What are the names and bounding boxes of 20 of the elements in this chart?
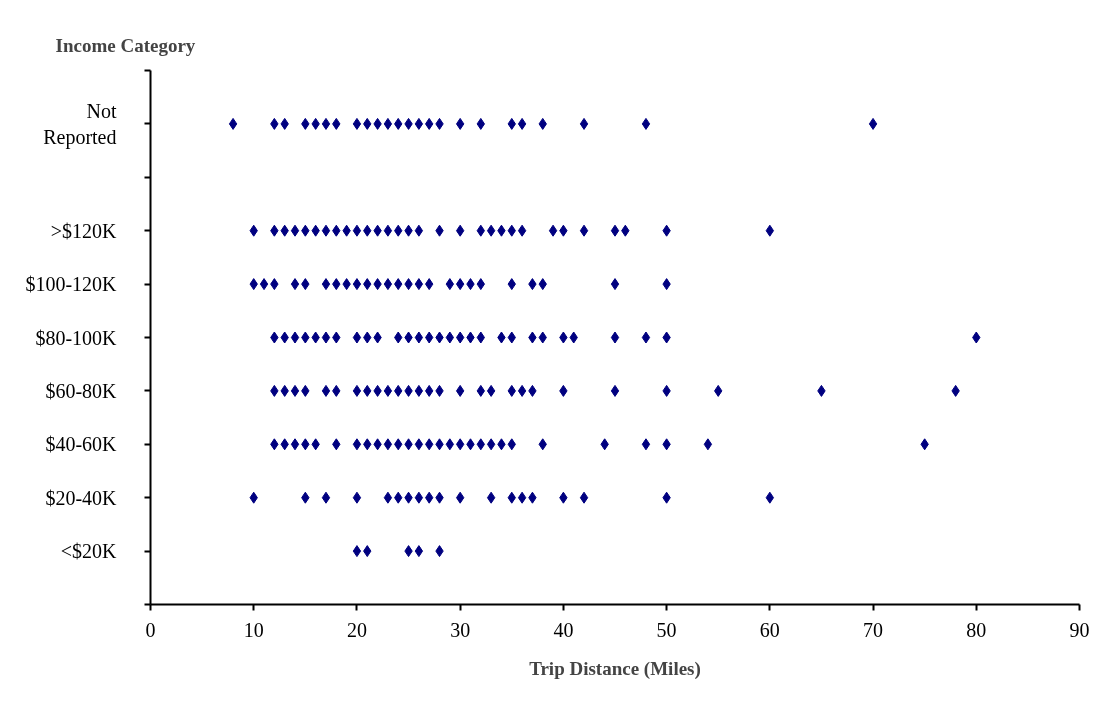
y-tick-label: <$20K	[60, 540, 118, 563]
x-tick-label: 10	[243, 618, 264, 641]
x-axis-title: Trip Distance (Miles)	[529, 657, 701, 680]
x-tick-label: 70	[863, 618, 884, 641]
x-tick-label: 20	[346, 618, 367, 641]
y-tick-label: $20-40K	[45, 486, 118, 509]
y-tick-label: >$120K	[50, 219, 118, 242]
y-axis-title: Income Category	[55, 34, 196, 56]
y-tick-label: Not Reported	[43, 99, 117, 150]
x-tick-label: 40	[553, 618, 574, 641]
x-tick-label: 60	[759, 618, 780, 641]
x-tick-label: 30	[450, 618, 471, 641]
y-tick-label: $80-100K	[35, 326, 118, 349]
x-tick-label: 80	[966, 618, 987, 641]
x-tick-label: 90	[1069, 618, 1090, 641]
x-tick-label: 50	[656, 618, 677, 641]
y-tick-label: $60-80K	[45, 379, 118, 402]
y-tick-label: $40-60K	[45, 433, 118, 456]
x-tick-label: 0	[145, 618, 156, 641]
y-tick-label: $100-120K	[25, 273, 118, 296]
